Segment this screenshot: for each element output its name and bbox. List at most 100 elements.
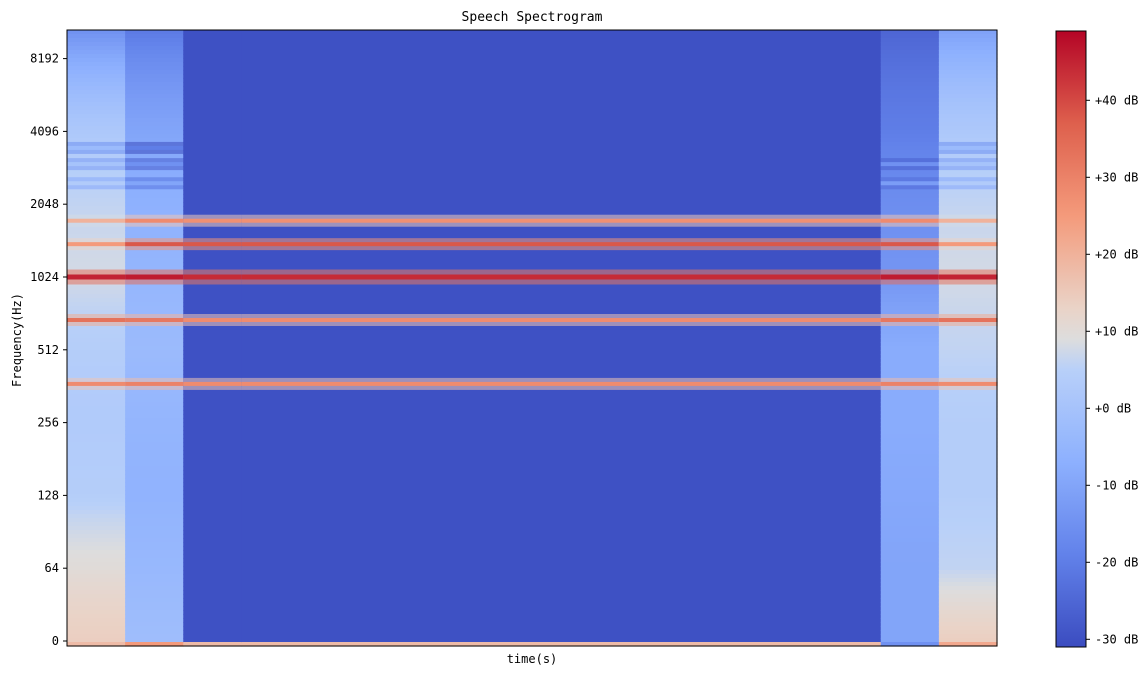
spectrogram-cell (125, 390, 184, 395)
spectrogram-cell (241, 34, 882, 39)
spectrogram-cell (183, 82, 242, 87)
spectrogram-cell (938, 342, 998, 347)
harmonic-band (880, 381, 940, 386)
spectrogram-cell (67, 426, 126, 431)
spectrogram-cell (241, 66, 882, 71)
spectrogram-cell (183, 578, 242, 583)
spectrogram-cell (880, 94, 940, 99)
spectrogram-cell (938, 174, 998, 179)
spectrogram-cell (183, 170, 242, 175)
spectrogram-cell (183, 510, 242, 515)
spectrogram-cell (938, 550, 998, 555)
spectrogram-cell (938, 122, 998, 127)
spectrogram-cell (125, 602, 184, 607)
spectrogram-cell (938, 198, 998, 203)
harmonic-band (880, 274, 940, 280)
spectrogram-cell (880, 502, 940, 507)
harmonic-band (241, 274, 882, 280)
spectrogram-cell (938, 546, 998, 551)
spectrogram-cell (125, 482, 184, 487)
spectrogram-cell (880, 338, 940, 343)
spectrogram-cell (880, 302, 940, 307)
spectrogram-cell (880, 342, 940, 347)
spectrogram-cell (183, 522, 242, 527)
spectrogram-cell (938, 82, 998, 87)
spectrogram-cell (183, 462, 242, 467)
spectrogram-cell (241, 566, 882, 571)
spectrogram-cell (880, 634, 940, 639)
spectrogram-cell (183, 262, 242, 267)
spectrogram-cell (938, 134, 998, 139)
spectrogram-cell (880, 46, 940, 51)
spectrogram-cell (183, 326, 242, 331)
spectrogram-cell (241, 642, 882, 647)
spectrogram-cell (880, 366, 940, 371)
spectrogram-cell (880, 146, 940, 151)
spectrogram-cell (938, 566, 998, 571)
y-tick-label: 1024 (30, 270, 59, 284)
spectrogram-cell (125, 106, 184, 111)
spectrogram-cell (938, 538, 998, 543)
spectrogram-cell (938, 298, 998, 303)
spectrogram-cell (125, 298, 184, 303)
spectrogram-cell (241, 626, 882, 631)
spectrogram-cell (125, 542, 184, 547)
spectrogram-cell (880, 478, 940, 483)
spectrogram-cell (183, 34, 242, 39)
spectrogram-cell (241, 550, 882, 555)
spectrogram-cell (938, 414, 998, 419)
spectrogram-cell (183, 466, 242, 471)
spectrogram-cell (880, 594, 940, 599)
spectrogram-cell (241, 298, 882, 303)
spectrogram-cell (67, 490, 126, 495)
spectrogram-cell (67, 30, 126, 35)
spectrogram-cell (938, 554, 998, 559)
spectrogram-cell (938, 398, 998, 403)
spectrogram-cell (67, 390, 126, 395)
spectrogram-cell (67, 518, 126, 523)
spectrogram-cell (125, 486, 184, 491)
spectrogram-cell (183, 334, 242, 339)
spectrogram-cell (125, 342, 184, 347)
spectrogram-cell (938, 374, 998, 379)
spectrogram-cell (183, 66, 242, 71)
spectrogram-cell (67, 474, 126, 479)
spectrogram-cell (241, 390, 882, 395)
spectrogram-cell (880, 126, 940, 131)
spectrogram-cell (241, 154, 882, 159)
spectrogram-cell (67, 310, 126, 315)
spectrogram-cell (183, 118, 242, 123)
spectrogram-cell (125, 62, 184, 67)
spectrogram-cell (880, 394, 940, 399)
spectrogram-cell (880, 298, 940, 303)
spectrogram-cell (67, 374, 126, 379)
spectrogram-cell (183, 438, 242, 443)
spectrogram-frame (880, 30, 940, 647)
spectrogram-cell (67, 574, 126, 579)
spectrogram-cell (67, 154, 126, 159)
spectrogram-cell (125, 286, 184, 291)
spectrogram-cell (183, 62, 242, 67)
spectrogram-cell (67, 74, 126, 79)
spectrogram-cell (938, 106, 998, 111)
spectrogram-cell (67, 298, 126, 303)
spectrogram-cell (183, 298, 242, 303)
spectrogram-cell (67, 354, 126, 359)
spectrogram-cell (125, 406, 184, 411)
spectrogram-cell (880, 458, 940, 463)
spectrogram-cell (125, 262, 184, 267)
spectrogram-cell (880, 530, 940, 535)
spectrogram-cell (67, 534, 126, 539)
spectrogram-cell (183, 142, 242, 147)
spectrogram-cell (880, 642, 940, 647)
spectrogram-cell (938, 522, 998, 527)
spectrogram-cell (241, 142, 882, 147)
spectrogram-cell (125, 594, 184, 599)
spectrogram-cell (67, 50, 126, 55)
spectrogram-cell (880, 262, 940, 267)
spectrogram-cell (67, 230, 126, 235)
spectrogram-cell (241, 202, 882, 207)
spectrogram-cell (938, 46, 998, 51)
spectrogram-cell (183, 30, 242, 35)
spectrogram-cell (241, 186, 882, 191)
